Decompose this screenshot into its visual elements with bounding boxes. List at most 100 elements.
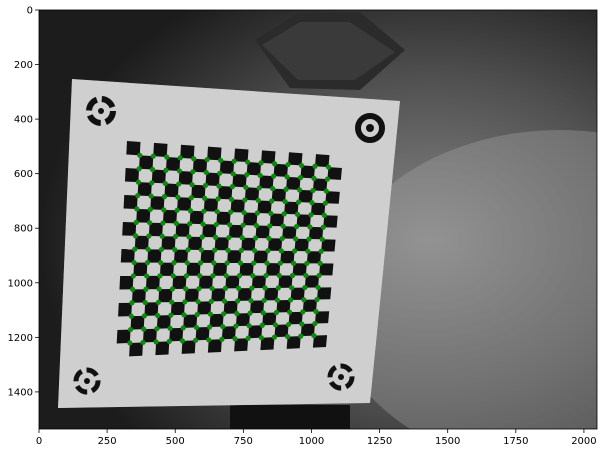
corner-point (130, 273, 136, 279)
checker-square (162, 209, 178, 224)
corner-point (316, 272, 322, 279)
corner-point (256, 185, 262, 191)
checker-square (209, 313, 224, 327)
checker-square (255, 225, 270, 239)
corner-point (301, 297, 307, 303)
corner-point (220, 323, 226, 330)
checker-square (227, 250, 242, 264)
corner-point (134, 206, 140, 212)
checker-square (156, 315, 171, 329)
checker-square (131, 289, 146, 303)
corner-point (248, 298, 254, 304)
corner-point (268, 210, 274, 217)
checker-square (304, 275, 320, 288)
checker-square (184, 288, 199, 302)
corner-point (269, 198, 275, 204)
corner-point (271, 173, 277, 179)
corner-point (161, 207, 167, 213)
corner-point (150, 153, 156, 159)
checker-square (169, 327, 184, 342)
corner-point (181, 312, 187, 318)
corner-point (322, 200, 328, 206)
checker-square (250, 300, 265, 314)
corner-point (174, 207, 180, 213)
corner-point (303, 272, 309, 279)
corner-point (232, 336, 238, 342)
corner-point (169, 286, 176, 292)
checker-square (158, 288, 173, 303)
corner-point (267, 223, 273, 229)
corner-point (227, 222, 233, 228)
checker-square (261, 150, 276, 164)
corner-point (294, 211, 301, 217)
corner-point (314, 296, 320, 303)
corner-point (239, 235, 245, 241)
checker-square (145, 275, 160, 290)
x-tick-label: 250 (98, 436, 117, 447)
corner-point (221, 298, 228, 304)
fiducial-markers (73, 96, 385, 395)
corner-point (127, 340, 133, 346)
checker-square (134, 235, 149, 250)
corner-point (202, 195, 208, 201)
corner-point (278, 248, 284, 254)
checker-square (243, 212, 258, 226)
checker-square (203, 198, 219, 212)
y-tick-label: 400 (14, 115, 33, 126)
corner-point (166, 338, 172, 344)
corner-point (213, 221, 219, 228)
corner-point (242, 197, 248, 203)
corner-point (236, 273, 243, 279)
corner-point (280, 223, 286, 229)
checker-square (264, 287, 279, 301)
corner-point (149, 166, 156, 173)
corner-point (191, 156, 197, 162)
corner-point (285, 161, 291, 168)
corner-point (157, 273, 163, 279)
corner-point (247, 310, 253, 316)
checker-square (119, 275, 134, 290)
corner-point (192, 337, 199, 343)
corner-point (176, 181, 182, 187)
corner-point (312, 163, 318, 169)
checker-square (180, 144, 195, 159)
corner-point (142, 299, 148, 306)
corner-point (211, 260, 217, 266)
corner-point (272, 322, 279, 328)
checker-square (234, 338, 249, 352)
corner-point (223, 273, 229, 279)
corner-point (167, 325, 173, 331)
corner-point (228, 209, 234, 215)
corner-point (207, 311, 214, 317)
checker-square (271, 188, 287, 202)
corner-point (266, 235, 272, 241)
checker-square (175, 223, 190, 237)
corner-point (234, 310, 240, 317)
corner-point (160, 220, 166, 226)
checker-square (282, 226, 297, 239)
corner-point (156, 286, 162, 292)
y-tick-label: 0 (27, 6, 33, 17)
corner-point (183, 273, 190, 279)
checker-square (212, 262, 228, 276)
checker-square (147, 249, 162, 263)
corner-point (148, 193, 154, 199)
checker-square (202, 224, 217, 238)
checker-square (198, 275, 213, 289)
checker-square (274, 324, 289, 338)
corner-point (173, 220, 179, 227)
checker-square (234, 148, 249, 163)
checker-square (321, 239, 336, 252)
corner-point (259, 322, 265, 328)
corner-point (212, 234, 219, 240)
corner-point (188, 195, 194, 201)
corner-point (131, 259, 137, 266)
corner-point (198, 247, 204, 253)
x-tick-label: 1500 (435, 436, 460, 447)
corner-point (215, 196, 221, 202)
checker-square (173, 249, 189, 263)
corner-point (184, 260, 190, 266)
corner-point (288, 285, 295, 291)
corner-point (282, 198, 288, 205)
corner-point (255, 197, 261, 204)
